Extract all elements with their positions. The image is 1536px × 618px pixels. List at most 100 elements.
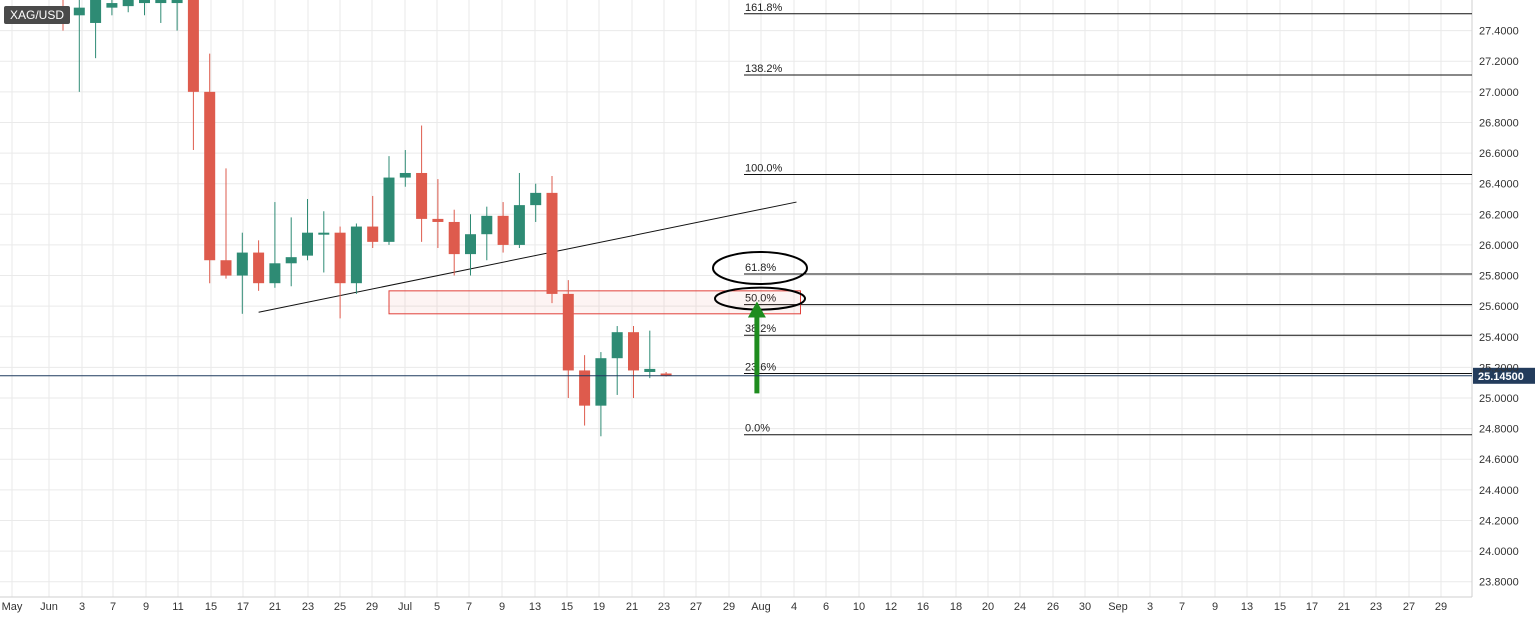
time-tick-label: 3	[79, 601, 85, 613]
candle	[546, 176, 558, 304]
time-tick-label: 30	[1079, 601, 1091, 613]
time-tick-label: 7	[1179, 601, 1185, 613]
candle-body	[628, 332, 639, 371]
fib-level-label: 161.8%	[745, 2, 783, 14]
candle-body	[562, 293, 574, 371]
price-tick-label: 24.0000	[1479, 546, 1519, 558]
fib-level-label: 38.2%	[745, 323, 776, 335]
time-tick-label: 23	[1370, 601, 1382, 613]
candle-body	[285, 257, 297, 264]
time-tick-label: 27	[1403, 601, 1415, 613]
candle	[530, 183, 542, 222]
price-tick-label: 27.4000	[1479, 26, 1519, 38]
candle-body	[106, 3, 118, 8]
time-tick-label: 15	[205, 601, 217, 613]
time-tick-label: 10	[853, 601, 865, 613]
time-tick-label: Aug	[751, 601, 771, 613]
candle	[350, 223, 362, 294]
candle-body	[73, 7, 85, 16]
time-tick-label: 23	[302, 601, 314, 613]
price-tick-label: 25.6000	[1479, 301, 1519, 313]
time-tick-label: 6	[823, 601, 829, 613]
time-tick-label: 21	[269, 601, 281, 613]
time-tick-label: 26	[1047, 601, 1059, 613]
time-axis[interactable]: May Jun 3 7 9 11 15 17 21 23 25 29 Jul 5 7 9 13 15 19 21 23 2…	[2, 601, 1448, 613]
candle	[334, 226, 346, 319]
candle	[611, 326, 623, 395]
current-price-label: 25.14500	[1478, 371, 1524, 383]
time-tick-label: 20	[982, 601, 994, 613]
time-tick-label: 24	[1014, 601, 1026, 613]
time-tick-label: 9	[499, 601, 505, 613]
candle-body	[660, 373, 672, 376]
time-tick-label: 12	[885, 601, 897, 613]
candle	[90, 0, 102, 59]
time-tick-label: 15	[561, 601, 573, 613]
candle	[122, 0, 134, 13]
candle-body	[595, 358, 607, 406]
candle	[383, 156, 395, 245]
candle-body	[204, 91, 216, 261]
candle	[399, 150, 411, 187]
price-tick-label: 24.2000	[1479, 515, 1519, 527]
time-tick-label: 23	[658, 601, 670, 613]
candle-body	[644, 368, 656, 372]
arrow-head	[747, 301, 766, 318]
price-tick-label: 26.2000	[1479, 209, 1519, 221]
candle	[579, 355, 591, 426]
candle-body	[367, 226, 379, 242]
time-tick-label: 21	[626, 601, 638, 613]
candle	[432, 179, 444, 248]
candle	[204, 53, 216, 284]
candle	[416, 125, 428, 242]
time-tick-label: 29	[723, 601, 735, 613]
price-tick-label: 26.4000	[1479, 179, 1519, 191]
chart-annotations	[258, 201, 801, 315]
time-tick-label: 17	[237, 601, 249, 613]
time-tick-label: 13	[1241, 601, 1253, 613]
time-tick-label: 13	[529, 601, 541, 613]
time-tick-label: 3	[1147, 601, 1153, 613]
candle	[562, 280, 574, 398]
fib-level-label: 23.6%	[745, 362, 776, 374]
candle	[236, 232, 248, 314]
price-tick-label: 25.8000	[1479, 271, 1519, 283]
time-tick-label: Sep	[1108, 601, 1128, 613]
time-tick-label: 29	[366, 601, 378, 613]
time-tick-label: 27	[690, 601, 702, 613]
candle-body	[497, 215, 509, 245]
candle-body	[187, 0, 199, 92]
price-axis[interactable]: 23.8000 24.0000 24.2000 24.4000 24.6000 24.80…	[1479, 26, 1519, 589]
candle	[513, 172, 525, 248]
price-tick-label: 27.2000	[1479, 56, 1519, 68]
fibonacci-levels: 161.8% 138.2% 100.0% 61.8% 50.0% 38.2% 23.6% 0.…	[744, 2, 1472, 436]
candle	[171, 0, 183, 31]
fib-level-label: 138.2%	[745, 63, 783, 75]
candle	[628, 326, 639, 398]
candle-body	[513, 205, 525, 245]
candle	[497, 202, 509, 253]
candle	[269, 202, 281, 288]
price-tick-label: 26.0000	[1479, 240, 1519, 252]
price-tick-label: 25.0000	[1479, 393, 1519, 405]
candle-body	[269, 263, 281, 284]
candle-body	[465, 234, 476, 255]
candle-body	[481, 215, 493, 235]
time-tick-label: 5	[434, 601, 440, 613]
candle-body	[220, 260, 232, 276]
candle-body	[90, 0, 102, 23]
candle-body	[448, 221, 460, 255]
candle-body	[530, 192, 542, 206]
fib-level-label: 0.0%	[745, 423, 770, 435]
price-tick-label: 25.2000	[1479, 362, 1519, 374]
fib-level-label: 50.0%	[745, 293, 776, 305]
candle-body	[546, 192, 558, 294]
time-tick-label: 7	[466, 601, 472, 613]
candle	[595, 352, 607, 437]
time-tick-label: Jun	[40, 601, 58, 613]
fib-level-label: 61.8%	[745, 262, 776, 274]
candle	[187, 0, 199, 151]
candle	[644, 330, 656, 379]
candle	[155, 0, 167, 23]
